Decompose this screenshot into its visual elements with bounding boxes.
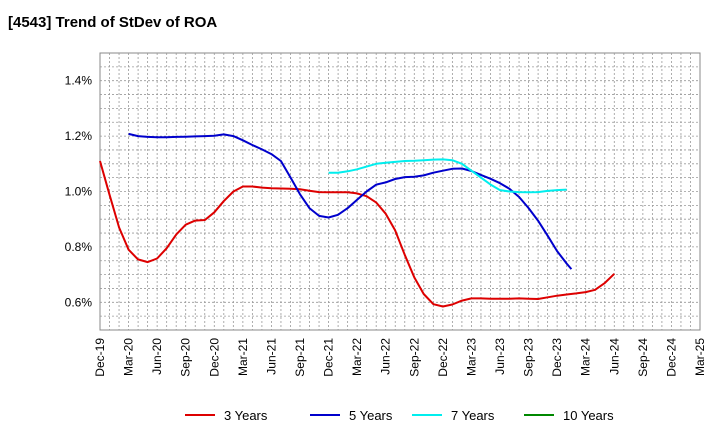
x-tick-label: Dec-24 [664,338,678,377]
x-tick-label: Jun-20 [150,338,164,375]
x-tick-label: Sep-22 [407,338,421,377]
x-tick-label: Jun-21 [264,338,278,375]
x-tick-label: Mar-25 [693,338,707,376]
x-tick-label: Dec-20 [207,338,221,377]
x-tick-label: Jun-23 [493,338,507,375]
series-line-3-years [99,160,615,308]
y-tick-label: 0.8% [65,240,93,254]
x-tick-label: Sep-23 [522,338,536,377]
x-tick-label: Dec-21 [322,338,336,377]
legend-label-7-years: 7 Years [451,408,495,423]
x-tick-label: Sep-21 [293,338,307,377]
x-tick-label: Dec-19 [93,338,107,377]
legend-label-3-years: 3 Years [224,408,268,423]
chart-title: [4543] Trend of StDev of ROA [8,14,218,31]
y-tick-label: 1.4% [65,74,93,88]
legend-label-10-years: 10 Years [563,408,614,423]
x-tick-label: Dec-22 [436,338,450,377]
legend-label-5-years: 5 Years [349,408,393,423]
x-tick-label: Sep-20 [179,338,193,377]
x-tick-label: Mar-21 [236,338,250,376]
y-tick-label: 1.0% [65,185,93,199]
x-tick-label: Jun-24 [607,338,621,375]
x-tick-label: Mar-20 [122,338,136,376]
x-tick-label: Mar-24 [579,338,593,376]
x-tick-label: Jun-22 [379,338,393,375]
x-tick-label: Dec-23 [550,338,564,377]
x-tick-label: Mar-23 [464,338,478,376]
series-line-7-years [328,158,567,194]
y-tick-label: 0.6% [65,295,93,309]
y-tick-label: 1.2% [65,129,93,143]
series-line-5-years [128,132,573,270]
x-tick-label: Mar-22 [350,338,364,376]
x-tick-label: Sep-24 [636,338,650,377]
